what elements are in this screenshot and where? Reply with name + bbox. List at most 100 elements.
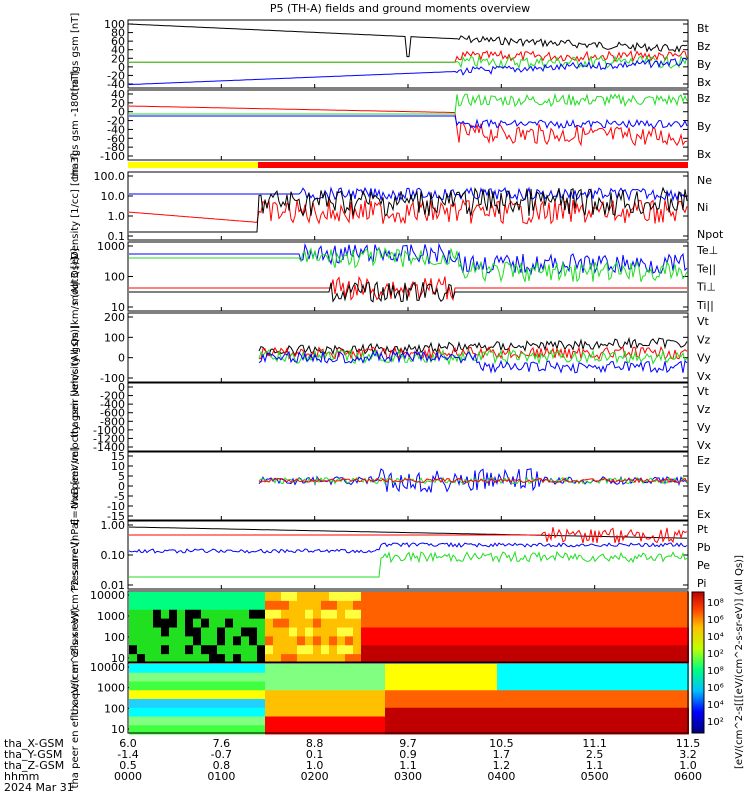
heatmap-cell <box>273 600 281 611</box>
heatmap-cell <box>577 725 585 735</box>
heatmap-cell <box>321 609 329 620</box>
heatmap-cell <box>297 645 305 655</box>
heatmap-cell <box>593 690 601 700</box>
heatmap-cell <box>377 681 385 691</box>
heatmap-cell <box>377 600 385 611</box>
heatmap-cell <box>281 725 289 735</box>
heatmap-cell <box>289 618 297 628</box>
heatmap-cell <box>313 707 321 717</box>
heatmap-cell <box>593 636 601 646</box>
heatmap-cell <box>441 645 449 655</box>
heatmap-cell <box>417 664 425 674</box>
heatmap-cell <box>289 636 297 646</box>
heatmap-cell <box>505 690 513 700</box>
heatmap-cell <box>585 725 593 735</box>
legend-te||: Te|| <box>696 262 716 275</box>
colorbar-tick: 10⁴ <box>707 700 724 711</box>
heatmap-cell <box>129 716 137 726</box>
heatmap-cell <box>513 618 521 628</box>
heatmap-cell <box>529 592 537 602</box>
heatmap-cell <box>641 690 649 700</box>
heatmap-cell <box>457 664 465 674</box>
y-tick-label: 0.10 <box>101 549 126 562</box>
heatmap-cell <box>393 707 401 717</box>
heatmap-cell <box>625 699 633 709</box>
heatmap-cell <box>145 600 153 611</box>
heatmap-cell <box>601 725 609 735</box>
heatmap-cell <box>249 627 257 637</box>
heatmap-cell <box>497 681 505 691</box>
y-axis-label: tha peer velocity gsm [km/s (All Qs)] <box>70 325 81 509</box>
heatmap-cell <box>425 681 433 691</box>
heatmap-cell <box>313 664 321 674</box>
heatmap-cell <box>265 600 273 611</box>
heatmap-cell <box>385 636 393 646</box>
heatmap-cell <box>657 618 665 628</box>
time-axis-row-label: 2024 Mar 31 <box>4 781 74 794</box>
heatmap-cell <box>409 672 417 682</box>
y-tick-label: 40 <box>111 88 125 101</box>
heatmap-cell <box>673 627 681 637</box>
heatmap-cell <box>553 636 561 646</box>
heatmap-cell <box>313 609 321 620</box>
heatmap-cell <box>417 627 425 637</box>
heatmap-cell <box>513 725 521 735</box>
heatmap-cell <box>217 618 225 628</box>
time-axis-value: 0300 <box>394 770 422 783</box>
heatmap-cell <box>561 725 569 735</box>
heatmap-cell <box>433 627 441 637</box>
heatmap-cell <box>649 681 657 691</box>
heatmap-cell <box>257 672 265 682</box>
heatmap-cell <box>473 725 481 735</box>
heatmap-cell <box>513 716 521 726</box>
legend-bx: Bx <box>697 76 712 89</box>
heatmap-cell <box>337 592 345 602</box>
heatmap-cell <box>473 654 481 664</box>
heatmap-cell <box>433 672 441 682</box>
heatmap-cell <box>145 618 153 628</box>
heatmap-cell <box>329 699 337 709</box>
heatmap-cell <box>337 664 345 674</box>
heatmap-cell <box>249 725 257 735</box>
heatmap-cell <box>337 716 345 726</box>
heatmap-cell <box>217 600 225 611</box>
time-axis-value: 1.1 <box>586 759 604 772</box>
panel-frame <box>127 382 689 452</box>
heatmap-cell <box>385 618 393 628</box>
heatmap-cell <box>593 707 601 717</box>
panel-4: 1000 100 10 moqt3 [eV] Te⊥ Te|| Ti⊥ Ti|| <box>70 240 718 314</box>
heatmap-cell <box>209 707 217 717</box>
heatmap-cell <box>137 681 145 691</box>
heatmap-cell <box>649 645 657 655</box>
heatmap-cell <box>609 707 617 717</box>
y-tick-label: 100 <box>104 271 125 284</box>
heatmap-cell <box>625 618 633 628</box>
heatmap-cell <box>681 609 689 620</box>
time-axis-row-label: tha_Y-GSM <box>4 748 62 761</box>
heatmap-cell <box>657 672 665 682</box>
heatmap-cell <box>433 699 441 709</box>
heatmap-cell <box>497 690 505 700</box>
series-green <box>129 247 688 283</box>
heatmap-cell <box>681 636 689 646</box>
heatmap-cell <box>249 716 257 726</box>
heatmap-cell <box>433 600 441 611</box>
heatmap-cell <box>553 654 561 664</box>
heatmap-cell <box>409 690 417 700</box>
heatmap-cell <box>393 627 401 637</box>
heatmap-cell <box>361 627 369 637</box>
heatmap-cell <box>473 609 481 620</box>
heatmap-cell <box>153 618 161 628</box>
heatmap-cell <box>401 654 409 664</box>
heatmap-cell <box>409 654 417 664</box>
heatmap-cell <box>153 681 161 691</box>
heatmap-cell <box>361 664 369 674</box>
heatmap-cell <box>137 654 145 664</box>
heatmap-cell <box>329 636 337 646</box>
y-tick-label: -1000 <box>93 424 125 437</box>
heatmap-cell <box>337 645 345 655</box>
heatmap-cell <box>137 618 145 628</box>
y-tick-label: 0 <box>118 61 125 74</box>
heatmap-cell <box>353 690 361 700</box>
heatmap-cell <box>249 699 257 709</box>
